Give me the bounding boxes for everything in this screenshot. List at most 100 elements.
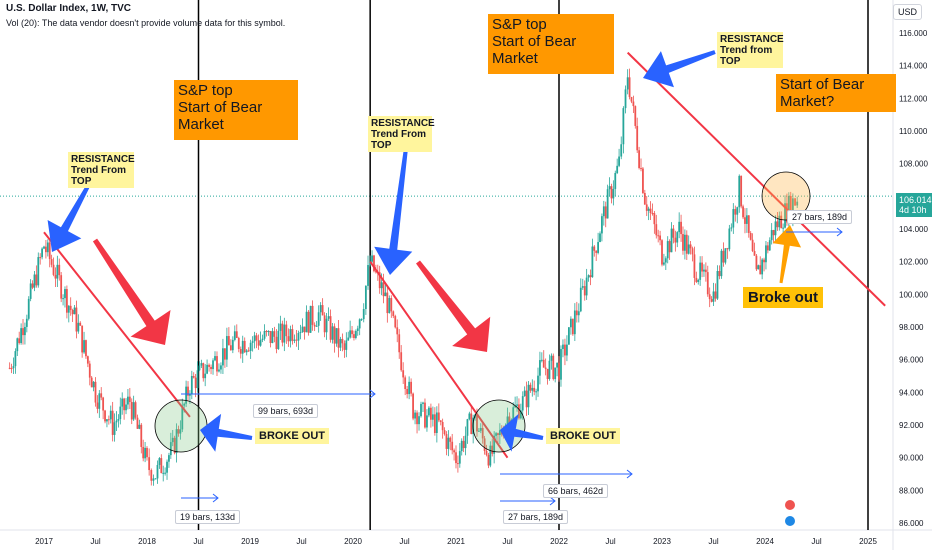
candle-body	[277, 330, 280, 350]
range-line-3-head	[549, 496, 556, 506]
candle-body	[548, 360, 551, 379]
x-tick-label: 2017	[35, 537, 53, 546]
currency-button[interactable]: USD	[892, 4, 922, 20]
candle-body	[227, 336, 230, 346]
candle-body	[516, 404, 518, 406]
candle-body	[371, 255, 373, 262]
blue-arrow-resistance-1	[47, 185, 90, 252]
annotation-broke-out-3: Broke out	[743, 287, 824, 308]
annotation-broke-out-2: BROKE OUT	[546, 428, 620, 444]
candle-body	[247, 350, 250, 352]
candle-body	[146, 447, 148, 458]
candle-body	[353, 334, 355, 338]
x-tick-label: Jul	[193, 537, 203, 546]
candle-body	[37, 257, 40, 286]
candle-body	[85, 340, 87, 357]
candle-body	[67, 305, 70, 313]
candle-body	[632, 101, 635, 107]
candle-body	[560, 349, 562, 380]
candle-body	[263, 330, 266, 339]
annotation-sp-top-1: S&P top Start of Bear Market	[174, 80, 298, 140]
candle-body	[653, 213, 656, 225]
candle-body	[796, 201, 799, 206]
range-line-2-head	[369, 389, 376, 399]
candle-body	[466, 419, 469, 436]
candle-body	[253, 335, 256, 342]
candle-body	[10, 368, 13, 370]
candle-body	[206, 364, 208, 374]
candle-body	[46, 242, 49, 253]
x-tick-label: Jul	[399, 537, 409, 546]
resistance-trendline	[369, 261, 509, 459]
candle-body	[323, 315, 326, 333]
candle-body	[531, 387, 534, 391]
candle-body	[768, 240, 771, 251]
candle-body	[701, 262, 703, 272]
candle-body	[259, 339, 262, 346]
candle-body	[787, 196, 790, 223]
candle-body	[251, 341, 254, 343]
candle-body	[52, 264, 55, 275]
candle-body	[239, 349, 242, 354]
candle-body	[636, 125, 639, 151]
candle-body	[243, 340, 246, 353]
candle-body	[740, 175, 743, 207]
candle-body	[255, 335, 258, 341]
candle-body	[647, 208, 650, 211]
candle-body	[222, 348, 224, 366]
candle-body	[241, 340, 244, 354]
candle-body	[587, 275, 590, 278]
candle-body	[273, 331, 276, 337]
candle-body	[776, 221, 779, 228]
candle-body	[470, 413, 473, 435]
candle-body	[670, 228, 673, 253]
x-tick-label: Jul	[296, 537, 306, 546]
candle-body	[569, 318, 572, 328]
candle-body	[60, 275, 63, 299]
annotation-sp-top-2: S&P top Start of Bear Market	[488, 14, 614, 74]
candle-body	[784, 203, 786, 228]
candle-body	[327, 316, 330, 319]
candle-body	[766, 245, 769, 251]
candle-body	[770, 230, 773, 241]
candle-body	[485, 450, 488, 455]
candle-body	[537, 375, 539, 392]
candle-body	[786, 203, 788, 223]
candle-body	[744, 217, 746, 224]
candle-body	[22, 328, 24, 336]
candle-body	[166, 461, 168, 473]
candle-body	[362, 309, 365, 320]
candle-body	[123, 398, 126, 411]
candle-body	[90, 377, 93, 388]
candle-body	[720, 250, 723, 277]
candle-body	[351, 330, 353, 335]
candle-body	[299, 331, 302, 334]
candle-body	[479, 428, 482, 431]
candle-body	[676, 232, 679, 243]
candle-body	[529, 384, 532, 391]
candle-body	[659, 235, 661, 241]
candle-body	[457, 463, 459, 465]
candle-body	[481, 428, 484, 439]
candle-body	[657, 235, 660, 237]
range-line-5-head	[836, 227, 843, 237]
candle-body	[550, 355, 553, 361]
candle-body	[261, 338, 264, 340]
y-tick-label: 98.000	[899, 323, 924, 332]
candle-body	[218, 369, 220, 372]
candle-body	[630, 97, 633, 102]
candle-body	[533, 387, 536, 392]
candle-body	[749, 232, 752, 240]
candle-body	[599, 233, 601, 243]
candle-body	[64, 289, 66, 299]
candle-body	[732, 209, 735, 228]
candle-body	[187, 386, 189, 396]
candle-body	[104, 410, 106, 422]
candle-body	[730, 227, 733, 229]
candle-body	[204, 373, 207, 379]
candle-body	[237, 337, 240, 350]
candle-body	[356, 328, 359, 332]
range-line-1-head	[212, 493, 219, 503]
candle-body	[763, 259, 765, 263]
